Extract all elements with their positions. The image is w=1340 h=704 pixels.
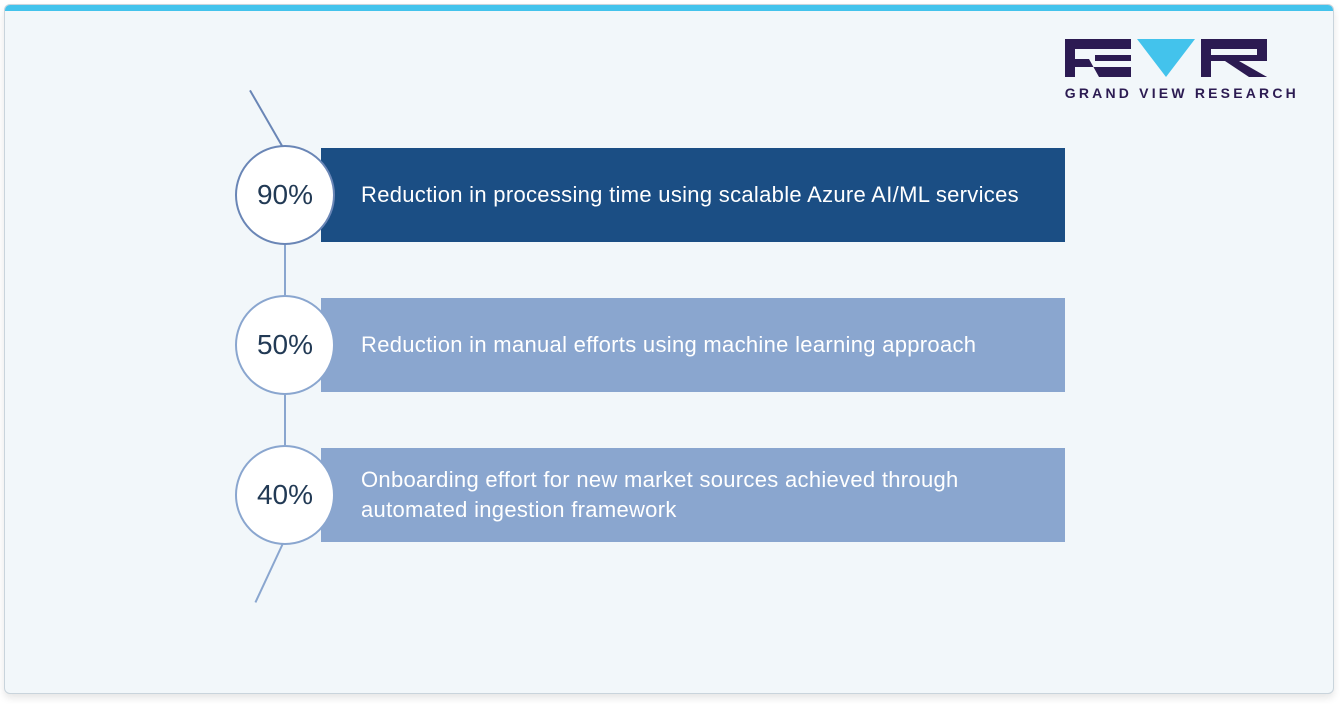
stat-percent-2: 40% bbox=[257, 479, 313, 511]
gvr-triangle-icon bbox=[1137, 39, 1195, 77]
connector-1-2 bbox=[284, 395, 286, 445]
stat-item-2: 40% Onboarding effort for new market sou… bbox=[235, 445, 1065, 545]
gvr-g-icon bbox=[1065, 39, 1131, 77]
infographic-card: GRAND VIEW RESEARCH 90% Reduction in pro… bbox=[4, 4, 1334, 694]
stat-percent-1: 50% bbox=[257, 329, 313, 361]
stat-circle-1: 50% bbox=[235, 295, 335, 395]
stat-percent-0: 90% bbox=[257, 179, 313, 211]
stat-desc-0: Reduction in processing time using scala… bbox=[361, 180, 1019, 210]
stat-desc-1: Reduction in manual efforts using machin… bbox=[361, 330, 976, 360]
tail-bottom bbox=[255, 539, 286, 603]
connector-0-1 bbox=[284, 245, 286, 295]
stat-bar-2: Onboarding effort for new market sources… bbox=[321, 448, 1065, 542]
card-top-accent bbox=[5, 5, 1333, 11]
gvr-logo-mark bbox=[1065, 39, 1267, 77]
infographic-stage: 90% Reduction in processing time using s… bbox=[235, 125, 1065, 645]
stat-circle-0: 90% bbox=[235, 145, 335, 245]
stat-desc-2: Onboarding effort for new market sources… bbox=[361, 465, 1037, 524]
brand-logo: GRAND VIEW RESEARCH bbox=[1065, 39, 1299, 101]
stat-item-1: 50% Reduction in manual efforts using ma… bbox=[235, 295, 1065, 395]
stat-circle-2: 40% bbox=[235, 445, 335, 545]
stat-item-0: 90% Reduction in processing time using s… bbox=[235, 145, 1065, 245]
stat-bar-1: Reduction in manual efforts using machin… bbox=[321, 298, 1065, 392]
gvr-r-icon bbox=[1201, 39, 1267, 77]
tail-top bbox=[249, 90, 286, 152]
brand-logo-text: GRAND VIEW RESEARCH bbox=[1065, 85, 1299, 101]
stat-bar-0: Reduction in processing time using scala… bbox=[321, 148, 1065, 242]
